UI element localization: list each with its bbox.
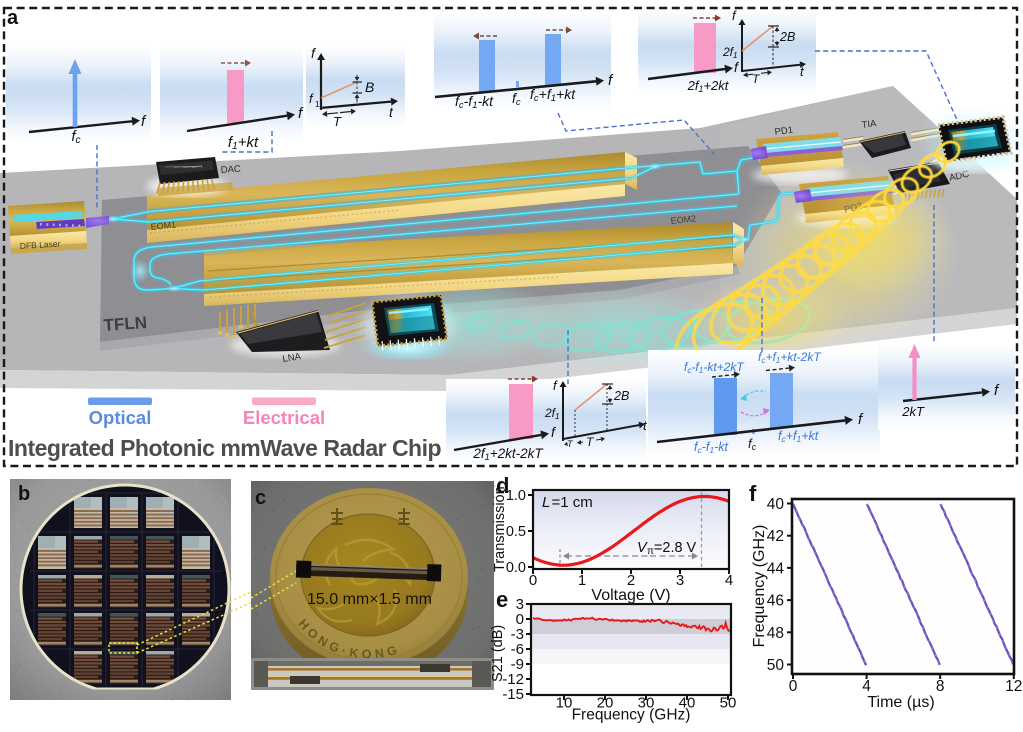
svg-text:Voltage (V): Voltage (V) [591,587,670,604]
svg-text:DAC: DAC [220,164,241,176]
svg-text:=1 cm: =1 cm [552,494,593,511]
svg-text:Transmission: Transmission [492,486,508,572]
svg-text:50: 50 [767,657,785,674]
svg-text:44: 44 [767,560,785,577]
svg-text:4: 4 [725,572,733,589]
svg-text:T: T [916,404,925,419]
svg-text:12: 12 [1005,678,1022,695]
svg-text:Frequency (GHz): Frequency (GHz) [572,707,691,724]
svg-text:3: 3 [676,572,684,589]
svg-text:Optical: Optical [89,407,152,428]
svg-text:L: L [542,494,550,511]
svg-text:TFLN: TFLN [103,313,148,335]
svg-text:40: 40 [767,496,785,513]
svg-text:π=2.8 V: π=2.8 V [647,540,697,557]
svg-text:2f1+2kt-2kT: 2f1+2kt-2kT [472,446,544,462]
svg-text:TIA: TIA [861,118,878,131]
svg-text:15.0 mm×1.5 mm: 15.0 mm×1.5 mm [307,591,432,608]
svg-text:T: T [333,114,342,129]
svg-text:Frequency (GHz): Frequency (GHz) [751,525,768,648]
svg-text:2B: 2B [779,30,795,44]
svg-text:S21 (dB): S21 (dB) [490,625,506,682]
svg-text:fc+f1+kt-2kT: fc+f1+kt-2kT [758,350,822,365]
svg-text:d: d [496,473,509,498]
svg-text:8: 8 [936,678,945,695]
svg-text:b: b [18,483,30,505]
svg-text:10: 10 [556,695,573,712]
svg-text:42: 42 [767,528,784,545]
svg-text:f: f [749,481,757,506]
svg-text:2B: 2B [613,389,629,403]
svg-text:50: 50 [720,695,737,712]
svg-text:fc-f1-kt+2kT: fc-f1-kt+2kT [684,360,745,375]
svg-text:0.0: 0.0 [506,560,526,576]
svg-text:B: B [365,79,374,95]
svg-text:0.5: 0.5 [506,524,526,540]
svg-text:1: 1 [315,99,320,109]
svg-text:-15: -15 [502,686,524,703]
svg-text:0: 0 [529,572,537,589]
svg-text:46: 46 [767,593,784,610]
svg-text:0: 0 [789,678,798,695]
svg-text:4: 4 [862,678,871,695]
svg-text:PD1: PD1 [774,125,794,138]
svg-text:e: e [496,587,508,612]
svg-text:Time (µs): Time (µs) [867,694,934,711]
svg-text:a: a [7,7,19,29]
svg-text:Integrated Photonic mmWave Rad: Integrated Photonic mmWave Radar Chip [8,435,441,461]
svg-text:Electrical: Electrical [243,407,325,428]
svg-text:1: 1 [578,572,586,589]
svg-text:48: 48 [767,625,784,642]
svg-text:c: c [255,487,266,509]
svg-text:2f1+2kt: 2f1+2kt [687,78,730,94]
